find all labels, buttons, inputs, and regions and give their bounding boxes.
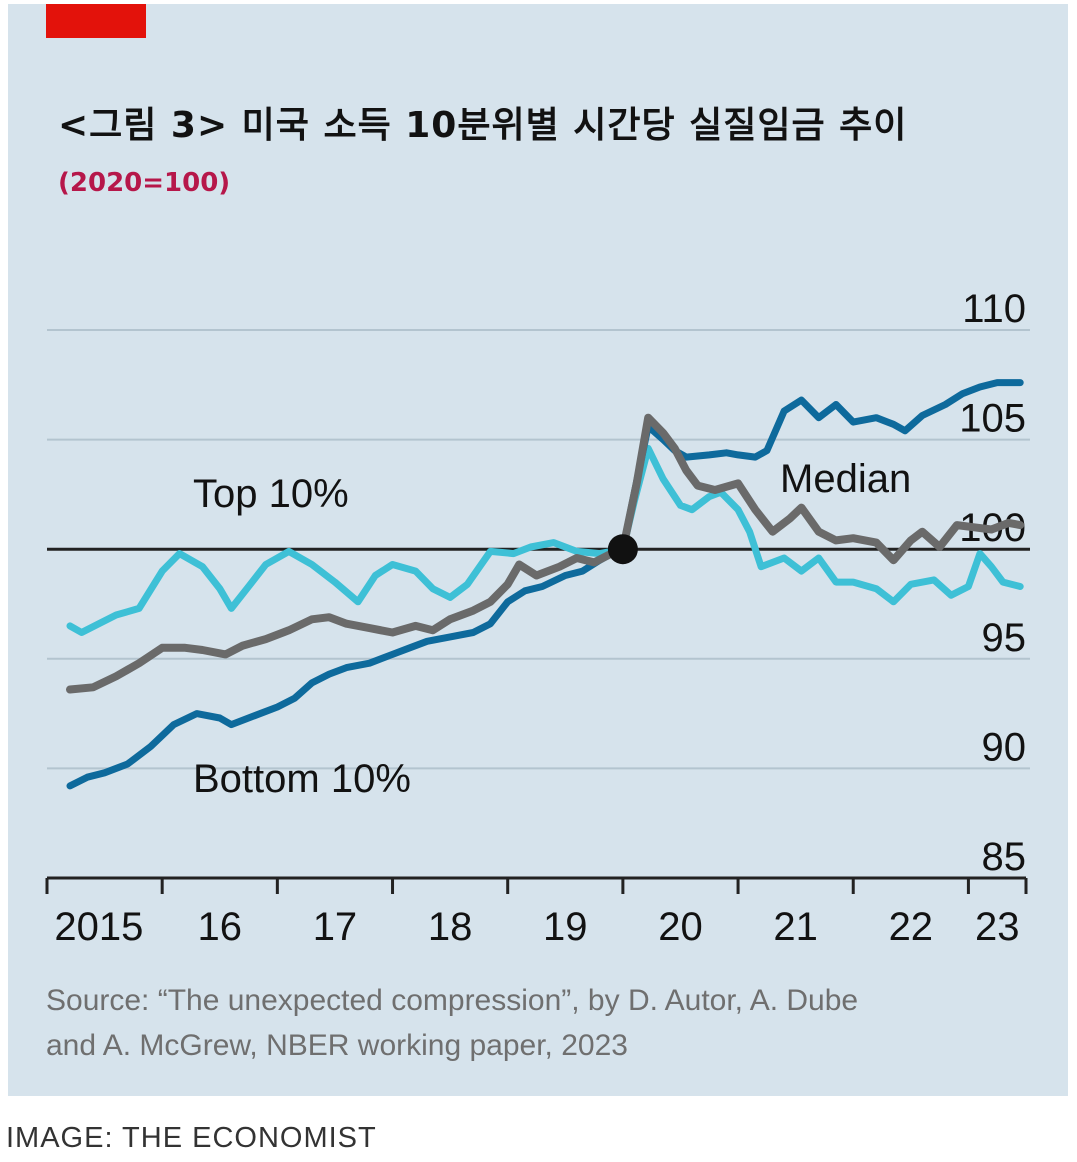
series-lines [66,379,1025,790]
source-line-2: and A. McGrew, NBER working paper, 2023 [46,1029,628,1062]
chart-subtitle: (2020=100) [58,168,231,198]
annotation-bottom10: Bottom 10% [193,757,411,801]
series-line-median [66,413,1025,694]
y-tick-label: 95 [982,616,1027,660]
x-tick-label: 20 [658,905,703,949]
x-tick-label: 16 [198,905,243,949]
y-tick-label: 110 [962,287,1026,331]
x-tick-label: 17 [313,905,358,949]
x-tick-label: 23 [975,905,1020,949]
image-credit: IMAGE: THE ECONOMIST [6,1122,377,1154]
annotations: Top 10% Median Bottom 10% [193,457,911,801]
source-line-1: Source: “The unexpected compression”, by… [46,984,859,1017]
source-note: Source: “The unexpected compression”, by… [46,978,1006,1068]
y-tick-label: 90 [982,725,1027,769]
annotation-top10: Top 10% [193,472,349,516]
x-tick-label: 21 [773,905,818,949]
gridlines [47,329,1030,770]
x-axis: 2015 16 17 18 19 20 21 22 23 [45,876,1028,949]
annotation-median: Median [780,457,911,501]
brand-tag [46,4,146,38]
x-tick-label: 2015 [54,905,143,949]
baseline-marker-dot [607,534,638,565]
chart-title: <그림 3> 미국 소득 10분위별 시간당 실질임금 추이 [58,105,908,146]
x-tick-label: 19 [543,905,588,949]
x-tick-label: 22 [889,905,934,949]
y-tick-label: 105 [959,397,1026,441]
y-tick-label: 85 [982,835,1027,879]
x-tick-label: 18 [428,905,473,949]
series-line-top10 [66,444,1024,636]
